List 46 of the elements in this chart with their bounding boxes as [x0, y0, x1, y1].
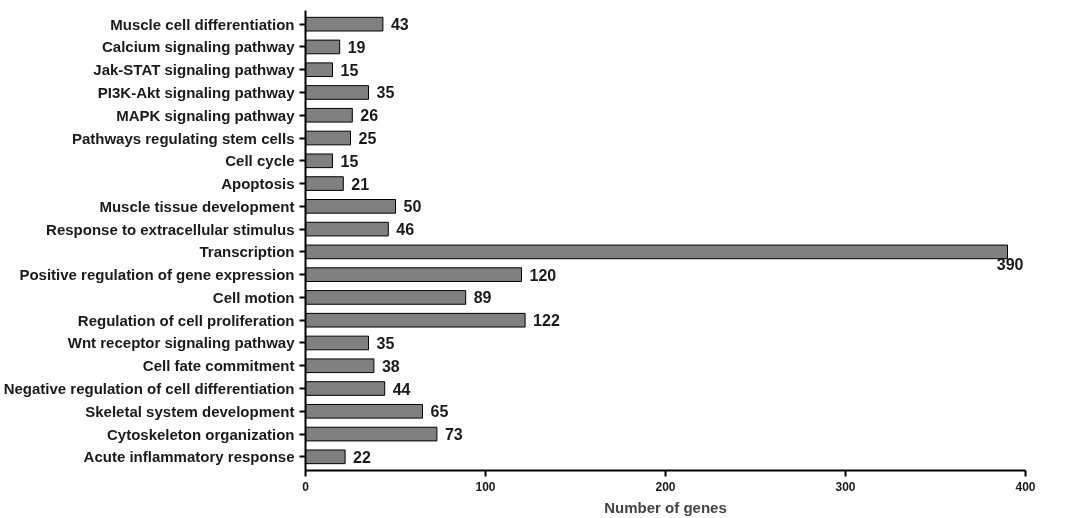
- data-label: 15: [340, 152, 359, 170]
- data-label: 15: [340, 61, 359, 79]
- data-label: 19: [347, 38, 366, 56]
- x-tick-label: 200: [655, 479, 676, 494]
- data-label: 390: [996, 255, 1024, 273]
- y-tick-label: Jak-STAT signaling pathway: [93, 61, 296, 79]
- x-tick-label: 300: [835, 479, 856, 494]
- x-axis-title: Number of genes: [604, 498, 727, 516]
- x-tick-label: 100: [475, 479, 496, 494]
- data-label: 89: [473, 289, 492, 307]
- y-tick-label: Negative regulation of cell differentiation: [3, 380, 295, 398]
- y-tick-label: Regulation of cell proliferation: [77, 311, 295, 329]
- y-tick-label: Positive regulation of gene expression: [19, 266, 295, 284]
- y-tick-label: Pathways regulating stem cells: [71, 129, 295, 147]
- data-label: 50: [403, 198, 422, 216]
- data-label: 43: [390, 16, 409, 34]
- y-tick-label: Cell cycle: [225, 152, 295, 170]
- y-tick-label: Cytoskeleton organization: [106, 425, 295, 443]
- data-label: 26: [360, 107, 379, 125]
- data-label: 21: [351, 175, 370, 193]
- y-tick-label: MAPK signaling pathway: [116, 106, 296, 124]
- data-label: 35: [376, 84, 395, 102]
- y-tick-label: Response to extracellular stimulus: [46, 220, 295, 238]
- y-tick-label: Cell fate commitment: [142, 357, 295, 375]
- data-label: 120: [529, 266, 557, 284]
- y-tick-label: Transcription: [199, 243, 295, 261]
- y-tick-label: PI3K-Akt signaling pathway: [97, 83, 296, 101]
- y-tick-label: Cell motion: [212, 288, 295, 306]
- data-label: 46: [396, 221, 415, 239]
- data-label: 22: [353, 448, 371, 466]
- data-label: 44: [392, 380, 411, 398]
- y-tick-label: Skeletal system development: [85, 402, 295, 420]
- data-label: 35: [376, 334, 395, 352]
- data-label: 122: [533, 312, 560, 330]
- y-tick-label: Calcium signaling pathway: [101, 38, 296, 56]
- data-label: 65: [430, 403, 449, 421]
- x-tick-label: 0: [302, 479, 310, 494]
- data-label: 25: [358, 130, 377, 148]
- y-tick-label: Wnt receptor signaling pathway: [67, 334, 296, 352]
- y-tick-label: Acute inflammatory response: [83, 448, 295, 466]
- data-label: 73: [444, 426, 463, 444]
- x-tick-label: 400: [1015, 479, 1036, 494]
- y-tick-label: Muscle tissue development: [99, 197, 295, 215]
- y-tick-label: Apoptosis: [221, 175, 295, 193]
- data-label: 38: [381, 357, 400, 375]
- y-tick-label: Muscle cell differentiation: [110, 15, 295, 33]
